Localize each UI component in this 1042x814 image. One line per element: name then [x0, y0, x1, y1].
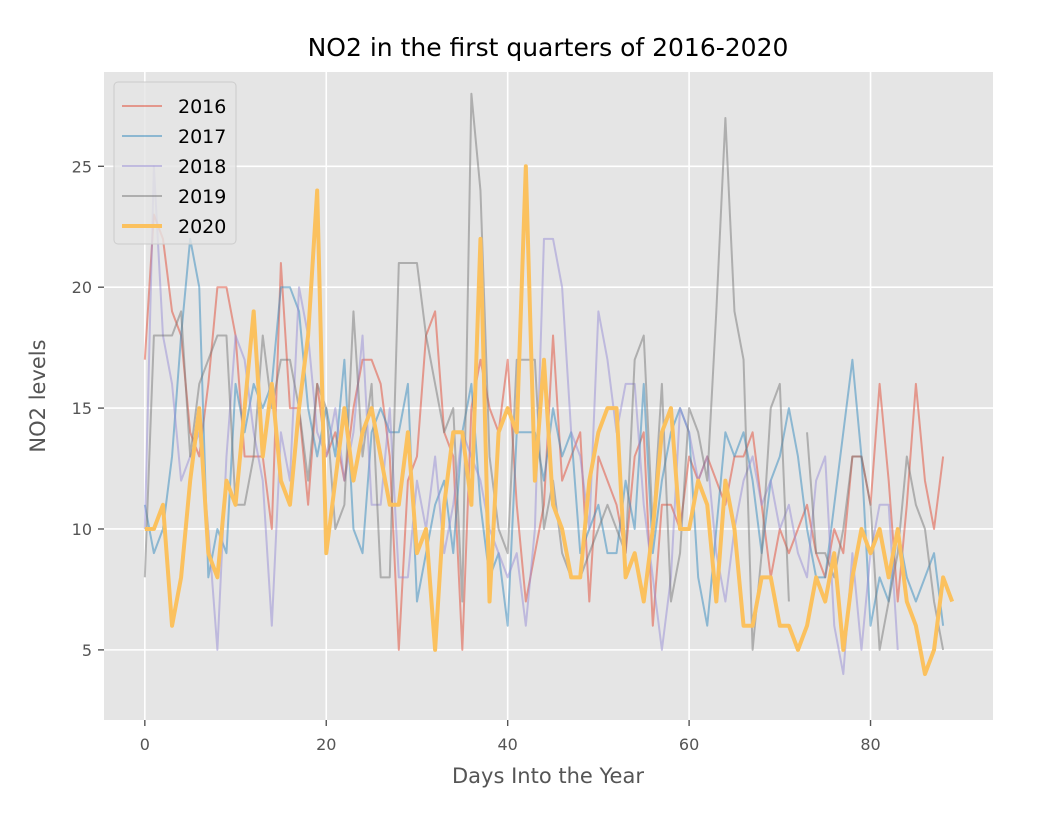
x-tick-label: 80 — [860, 735, 880, 754]
y-axis-label: NO2 levels — [26, 339, 50, 452]
series-line-2020 — [144, 164, 955, 677]
x-tick-label: 40 — [497, 735, 517, 754]
y-tick-label: 25 — [72, 157, 92, 176]
legend-label-2018: 2018 — [178, 156, 226, 178]
x-axis-label: Days Into the Year — [452, 764, 644, 788]
y-tick-label: 20 — [72, 278, 92, 297]
y-tick-label: 15 — [72, 399, 92, 418]
legend: 2016 2017 2018 2019 2020 — [113, 81, 237, 245]
legend-label-2016: 2016 — [178, 96, 226, 118]
chart-title: NO2 in the first quarters of 2016-2020 — [308, 33, 789, 62]
y-tick-label: 10 — [72, 520, 92, 539]
x-tick-label: 20 — [316, 735, 336, 754]
y-tick-label: 5 — [82, 641, 92, 660]
series-lines — [143, 92, 955, 677]
legend-box — [113, 81, 237, 245]
legend-label-2020: 2020 — [178, 216, 226, 238]
x-tick-label: 60 — [679, 735, 699, 754]
legend-label-2017: 2017 — [178, 126, 226, 148]
series-line-2018 — [143, 165, 899, 676]
x-tick-label: 0 — [140, 735, 150, 754]
series-line-2016 — [143, 213, 945, 651]
tick-labels: 0 20 40 60 80 5 10 15 20 25 — [72, 157, 881, 754]
legend-label-2019: 2019 — [178, 186, 226, 208]
